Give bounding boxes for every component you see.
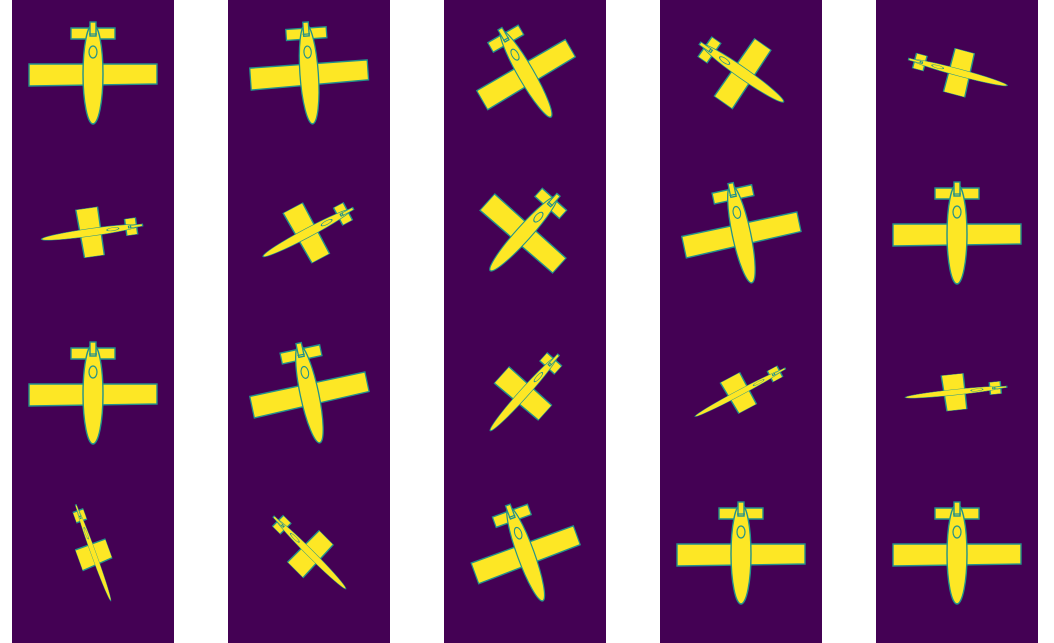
airplane-silhouette	[475, 24, 577, 118]
airplane-silhouette	[904, 373, 1008, 412]
airplane-silhouette	[72, 504, 113, 602]
airplane-silhouette	[676, 501, 806, 605]
airplane-silhouette	[892, 181, 1022, 285]
plane-panel-2	[228, 0, 390, 643]
plane-panel-5	[876, 0, 1038, 643]
airplane-silhouette	[271, 514, 347, 590]
airplane-silhouette	[694, 365, 787, 417]
airplane-silhouette	[489, 351, 563, 432]
airplane-silhouette	[680, 181, 802, 284]
airplane-silhouette	[697, 36, 785, 110]
airplane-silhouette	[28, 21, 158, 125]
airplane-silhouette	[28, 341, 158, 445]
airplane-silhouette	[248, 341, 370, 444]
airplane-silhouette	[907, 47, 1008, 98]
plane-panel-3	[444, 0, 606, 643]
airplane-silhouette	[249, 21, 370, 125]
airplane-silhouette	[479, 187, 568, 274]
plane-panel-1	[12, 0, 174, 643]
airplane-silhouette	[470, 503, 582, 602]
airplane-silhouette	[262, 201, 355, 264]
airplane-silhouette	[892, 501, 1022, 605]
airplane-silhouette	[40, 206, 144, 259]
plane-panel-4	[660, 0, 822, 643]
